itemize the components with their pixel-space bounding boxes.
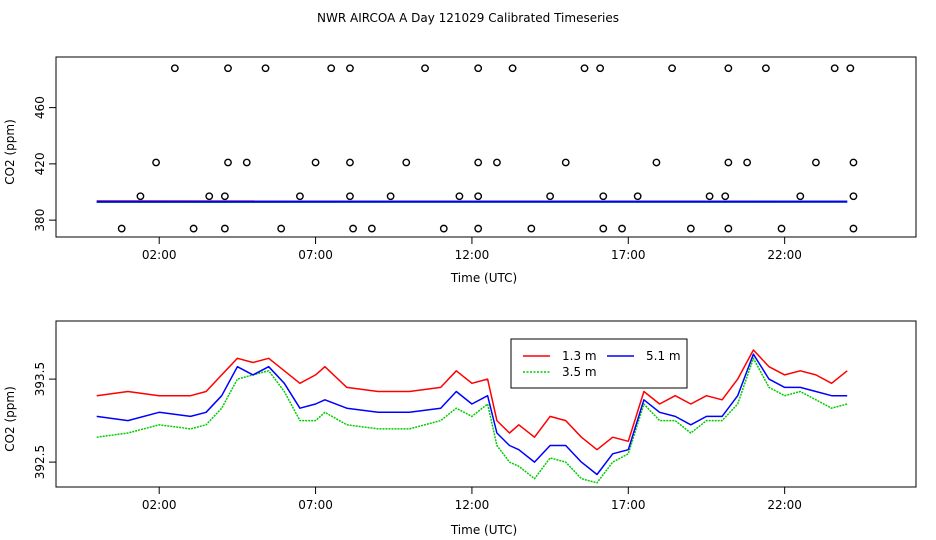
data-point	[686, 224, 695, 233]
bottom-x-axis-label: Time (UTC)	[450, 523, 517, 537]
data-point	[652, 158, 661, 167]
x-tick-label: 22:00	[767, 498, 802, 512]
data-point	[724, 158, 733, 167]
data-point	[402, 158, 411, 167]
data-point	[117, 224, 126, 233]
data-point	[189, 224, 198, 233]
data-point	[849, 192, 858, 201]
data-point	[296, 192, 304, 201]
top-plot-frame	[55, 56, 917, 238]
data-point	[224, 64, 232, 73]
data-point	[205, 192, 214, 201]
data-point	[721, 192, 730, 201]
y-tick-label: 380	[33, 209, 47, 232]
data-point	[777, 224, 786, 233]
top-y-axis-label: CO2 (ppm)	[3, 119, 17, 185]
data-point	[311, 158, 320, 167]
legend-label-1-3m: 1.3 m	[562, 349, 597, 363]
legend-label-5-1m: 5.1 m	[646, 349, 681, 363]
top-x-axis-label: Time (UTC)	[450, 271, 517, 285]
bottom-plot-frame	[55, 320, 917, 488]
data-point	[224, 158, 232, 167]
top-panel: 02:00 07:00 12:00 17:00 22:00 380 420 460 Time…	[3, 56, 917, 285]
data-point	[349, 224, 357, 233]
x-tick-label: 02:00	[142, 498, 177, 512]
data-point	[546, 192, 555, 201]
data-point	[561, 158, 570, 167]
data-point	[220, 224, 229, 233]
data-point	[724, 64, 733, 73]
x-tick-label: 07:00	[298, 498, 333, 512]
data-point	[421, 64, 429, 73]
chart-title: NWR AIRCOA A Day 121029 Calibrated Times…	[317, 11, 619, 25]
data-point	[830, 64, 839, 73]
x-tick-label: 22:00	[767, 248, 802, 262]
data-point	[474, 64, 483, 73]
x-tick-label: 17:00	[611, 498, 646, 512]
data-point	[796, 192, 805, 201]
data-point	[152, 158, 160, 167]
data-point	[346, 64, 354, 73]
data-point	[493, 158, 501, 167]
data-point	[367, 224, 376, 233]
data-point	[849, 224, 858, 233]
legend: 1.3 m 5.1 m 3.5 m	[510, 338, 688, 389]
y-tick-label: 392.5	[33, 445, 47, 479]
y-tick-label: 393.5	[33, 362, 47, 396]
data-point	[812, 158, 820, 167]
x-tick-label: 12:00	[455, 248, 490, 262]
data-point	[668, 64, 676, 73]
y-tick-label: 460	[33, 96, 47, 119]
data-point	[761, 64, 770, 73]
series-line-5-1-m	[96, 353, 848, 476]
data-point	[170, 64, 179, 73]
x-tick-label: 17:00	[611, 248, 646, 262]
data-point	[618, 224, 626, 233]
data-point	[136, 192, 145, 201]
bottom-y-axis-label: CO2 (ppm)	[3, 386, 17, 452]
data-point	[386, 192, 395, 201]
data-point	[599, 192, 608, 201]
data-point	[527, 224, 536, 233]
data-point	[439, 224, 448, 233]
data-point	[849, 158, 858, 167]
data-point	[474, 158, 483, 167]
legend-label-3-5m: 3.5 m	[562, 365, 597, 379]
x-tick-label: 07:00	[298, 248, 333, 262]
data-point	[705, 192, 714, 201]
legend-box	[510, 338, 688, 389]
data-point	[474, 224, 483, 233]
data-point	[346, 158, 354, 167]
x-tick-label: 02:00	[142, 248, 177, 262]
data-point	[261, 64, 270, 73]
data-point	[327, 64, 336, 73]
y-tick-label: 420	[33, 152, 47, 175]
x-tick-label: 12:00	[455, 498, 490, 512]
data-point	[724, 224, 733, 233]
data-point	[220, 192, 229, 201]
data-point	[242, 158, 251, 167]
data-point	[596, 64, 605, 73]
series-line-3-5-m	[96, 357, 848, 484]
data-point	[580, 64, 589, 73]
data-point	[508, 64, 517, 73]
data-point	[346, 192, 354, 201]
data-point	[633, 192, 642, 201]
data-point	[743, 158, 752, 167]
data-point	[474, 192, 483, 201]
series-line-1-3-m	[96, 349, 848, 451]
data-point	[599, 224, 608, 233]
data-point	[277, 224, 286, 233]
data-point	[455, 192, 464, 201]
bottom-panel: 02:00 07:00 12:00 17:00 22:00 392.5 393.5 Tim…	[3, 320, 917, 537]
data-point	[846, 64, 855, 73]
